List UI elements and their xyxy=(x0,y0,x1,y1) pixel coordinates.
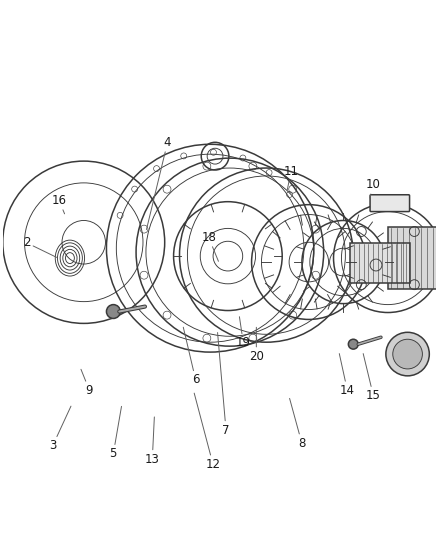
Text: 7: 7 xyxy=(217,333,229,437)
Text: 5: 5 xyxy=(110,406,121,460)
Text: 15: 15 xyxy=(362,353,380,402)
Text: 19: 19 xyxy=(235,317,250,350)
FancyBboxPatch shape xyxy=(369,195,409,212)
Text: 2: 2 xyxy=(23,236,57,257)
Text: 18: 18 xyxy=(201,231,218,261)
Text: 10: 10 xyxy=(365,178,380,198)
Circle shape xyxy=(365,255,385,275)
Text: 12: 12 xyxy=(194,393,220,471)
Text: 6: 6 xyxy=(183,327,199,386)
Text: 4: 4 xyxy=(146,136,171,230)
FancyBboxPatch shape xyxy=(350,243,409,283)
Text: 11: 11 xyxy=(283,165,298,190)
Text: 20: 20 xyxy=(248,327,263,362)
FancyBboxPatch shape xyxy=(387,228,438,289)
Circle shape xyxy=(392,339,421,369)
Text: 14: 14 xyxy=(339,353,354,397)
Text: 3: 3 xyxy=(49,406,71,453)
Text: 13: 13 xyxy=(145,417,159,465)
Text: 8: 8 xyxy=(289,398,305,450)
Text: 9: 9 xyxy=(81,369,93,397)
Circle shape xyxy=(348,339,357,349)
Circle shape xyxy=(385,332,428,376)
Text: 16: 16 xyxy=(52,194,67,214)
Circle shape xyxy=(106,304,120,318)
